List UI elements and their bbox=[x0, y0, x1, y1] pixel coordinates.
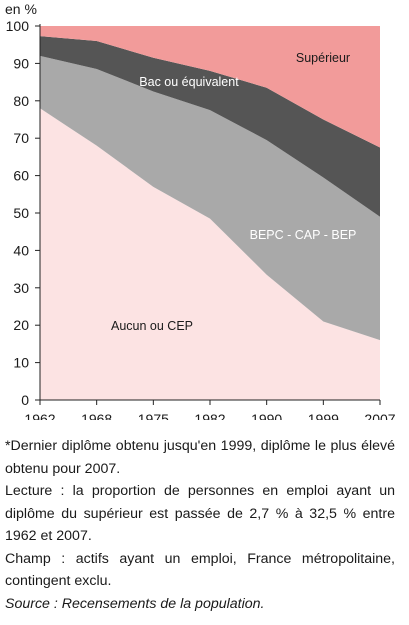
y-tick-label: 60 bbox=[13, 168, 29, 184]
area-bac-ou-quivalent bbox=[40, 36, 380, 217]
y-tick-label: 20 bbox=[13, 317, 29, 333]
area-label: Bac ou équivalent bbox=[139, 75, 239, 89]
x-tick-label: 1982 bbox=[194, 411, 225, 420]
x-tick-label: 1962 bbox=[24, 411, 55, 420]
y-axis: 0 10 20 30 40 50 60 70 80 90 100 bbox=[6, 18, 41, 408]
reading-note: Lecture : la proportion de personnes en … bbox=[5, 483, 395, 544]
x-tick-label: 1999 bbox=[308, 411, 339, 420]
y-tick-label: 10 bbox=[13, 355, 29, 371]
y-tick-label: 80 bbox=[13, 93, 29, 109]
footnote-diploma: *Dernier diplôme obtenu jusqu'en 1999, d… bbox=[5, 438, 395, 477]
area-bepc-cap-bep bbox=[40, 55, 380, 341]
chart-notes: *Dernier diplôme obtenu jusqu'en 1999, d… bbox=[5, 435, 395, 615]
area-layers bbox=[40, 26, 380, 400]
y-tick-label: 70 bbox=[13, 130, 29, 146]
area-labels: Aucun ou CEP BEPC - CAP - BEP Bac ou équiv… bbox=[111, 51, 356, 333]
x-axis: 1962 1968 1975 1982 1990 1999 2007 bbox=[24, 399, 396, 420]
x-tick-label: 1968 bbox=[81, 411, 112, 420]
scope-note: Champ : actifs ayant un emploi, France m… bbox=[5, 550, 395, 590]
area-label: Supérieur bbox=[296, 51, 350, 65]
area-label: BEPC - CAP - BEP bbox=[250, 228, 357, 242]
y-axis-unit-label: en % bbox=[5, 1, 37, 17]
area-aucun-ou-cep bbox=[40, 108, 380, 400]
area-sup-rieur bbox=[40, 26, 380, 148]
source-note: Source : Recensements de la population. bbox=[5, 595, 265, 612]
x-tick-label: 1975 bbox=[138, 411, 169, 420]
y-tick-label: 0 bbox=[21, 392, 29, 408]
x-tick-label: 1990 bbox=[251, 411, 282, 420]
y-tick-label: 30 bbox=[13, 280, 29, 296]
y-tick-label: 40 bbox=[13, 242, 29, 258]
x-tick-label: 2007 bbox=[364, 411, 395, 420]
y-tick-label: 100 bbox=[6, 18, 30, 34]
area-label: Aucun ou CEP bbox=[111, 319, 193, 333]
y-tick-label: 50 bbox=[13, 205, 29, 221]
y-tick-label: 90 bbox=[13, 55, 29, 71]
